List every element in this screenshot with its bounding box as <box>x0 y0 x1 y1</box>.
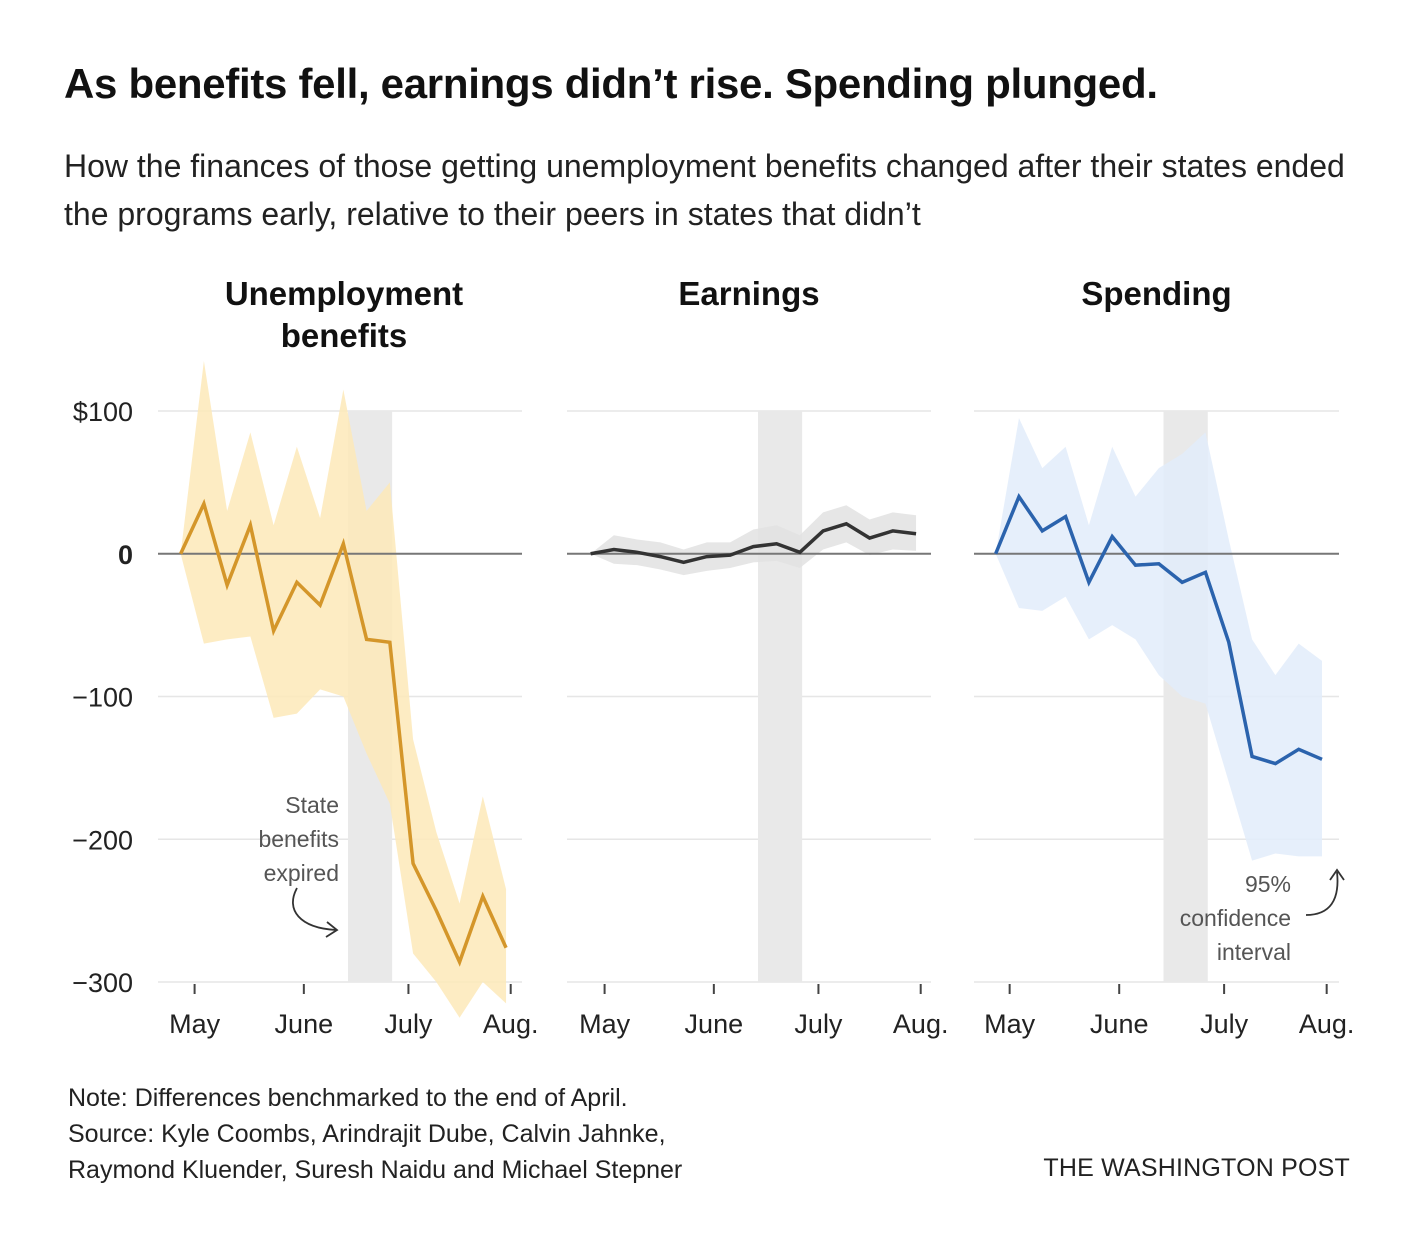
x-tick-label: June <box>1090 1009 1149 1039</box>
y-tick-label: $100 <box>73 397 133 427</box>
annotation-text: expired <box>264 860 339 886</box>
annotation-text: 95% <box>1245 871 1291 897</box>
confidence-band <box>180 361 507 1018</box>
annotation-text: State <box>285 792 339 818</box>
panel-1: May June July Aug. Earnings <box>567 275 948 1039</box>
panel-title: Spending <box>1081 275 1231 312</box>
x-tick-label: June <box>275 1009 334 1039</box>
confidence-band <box>995 418 1323 861</box>
x-tick-label: July <box>384 1009 433 1039</box>
x-tick-label: July <box>1200 1009 1249 1039</box>
annotation-arrow <box>292 887 337 931</box>
y-tick-label: −100 <box>72 683 133 713</box>
x-tick-label: May <box>579 1009 631 1039</box>
panel-0: May June July Aug. Unemployment benefits <box>158 275 538 1039</box>
x-tick-label: May <box>169 1009 221 1039</box>
chart-subtitle: How the finances of those getting unempl… <box>64 148 1345 232</box>
series-line <box>590 521 917 565</box>
annotation-arrow <box>1305 871 1339 916</box>
annotation-text: benefits <box>258 826 339 852</box>
panel-2: May June July Aug. Spending <box>974 275 1354 1039</box>
y-tick-label: 0 <box>118 540 133 570</box>
chart-figure: $100 0 −100 −200 −300 May June July Aug. Unemploy… <box>72 275 1354 1039</box>
note-line: Note: Differences benchmarked to the end… <box>68 1084 628 1112</box>
x-tick-label: Aug. <box>1299 1009 1355 1039</box>
y-tick-label: −200 <box>72 825 133 855</box>
x-tick-label: July <box>794 1009 843 1039</box>
y-tick-label: −300 <box>72 968 133 998</box>
panel-title: benefits <box>281 317 408 354</box>
source-line: Raymond Kluender, Suresh Naidu and Micha… <box>68 1156 683 1184</box>
panel-title: Earnings <box>678 275 819 312</box>
benefits-expired-band <box>758 411 803 982</box>
series-line <box>994 492 1323 766</box>
publisher-credit: THE WASHINGTON POST <box>1043 1154 1350 1182</box>
x-tick-label: Aug. <box>893 1009 949 1039</box>
note-source: Note: Differences benchmarked to the end… <box>68 1080 682 1188</box>
x-tick-label: Aug. <box>483 1009 539 1039</box>
chart-title: As benefits fell, earnings didn’t rise. … <box>64 60 1158 107</box>
confidence-band <box>590 505 917 576</box>
x-tick-label: May <box>984 1009 1036 1039</box>
source-line: Source: Kyle Coombs, Arindrajit Dube, Ca… <box>68 1120 666 1148</box>
annotation-arrowhead <box>1329 868 1345 881</box>
annotation-arrowhead <box>325 921 339 938</box>
series-line <box>179 498 508 967</box>
panel-title: Unemployment <box>225 275 463 312</box>
annotation-text: interval <box>1217 939 1291 965</box>
x-tick-label: June <box>685 1009 744 1039</box>
annotation-text: confidence <box>1180 905 1291 931</box>
